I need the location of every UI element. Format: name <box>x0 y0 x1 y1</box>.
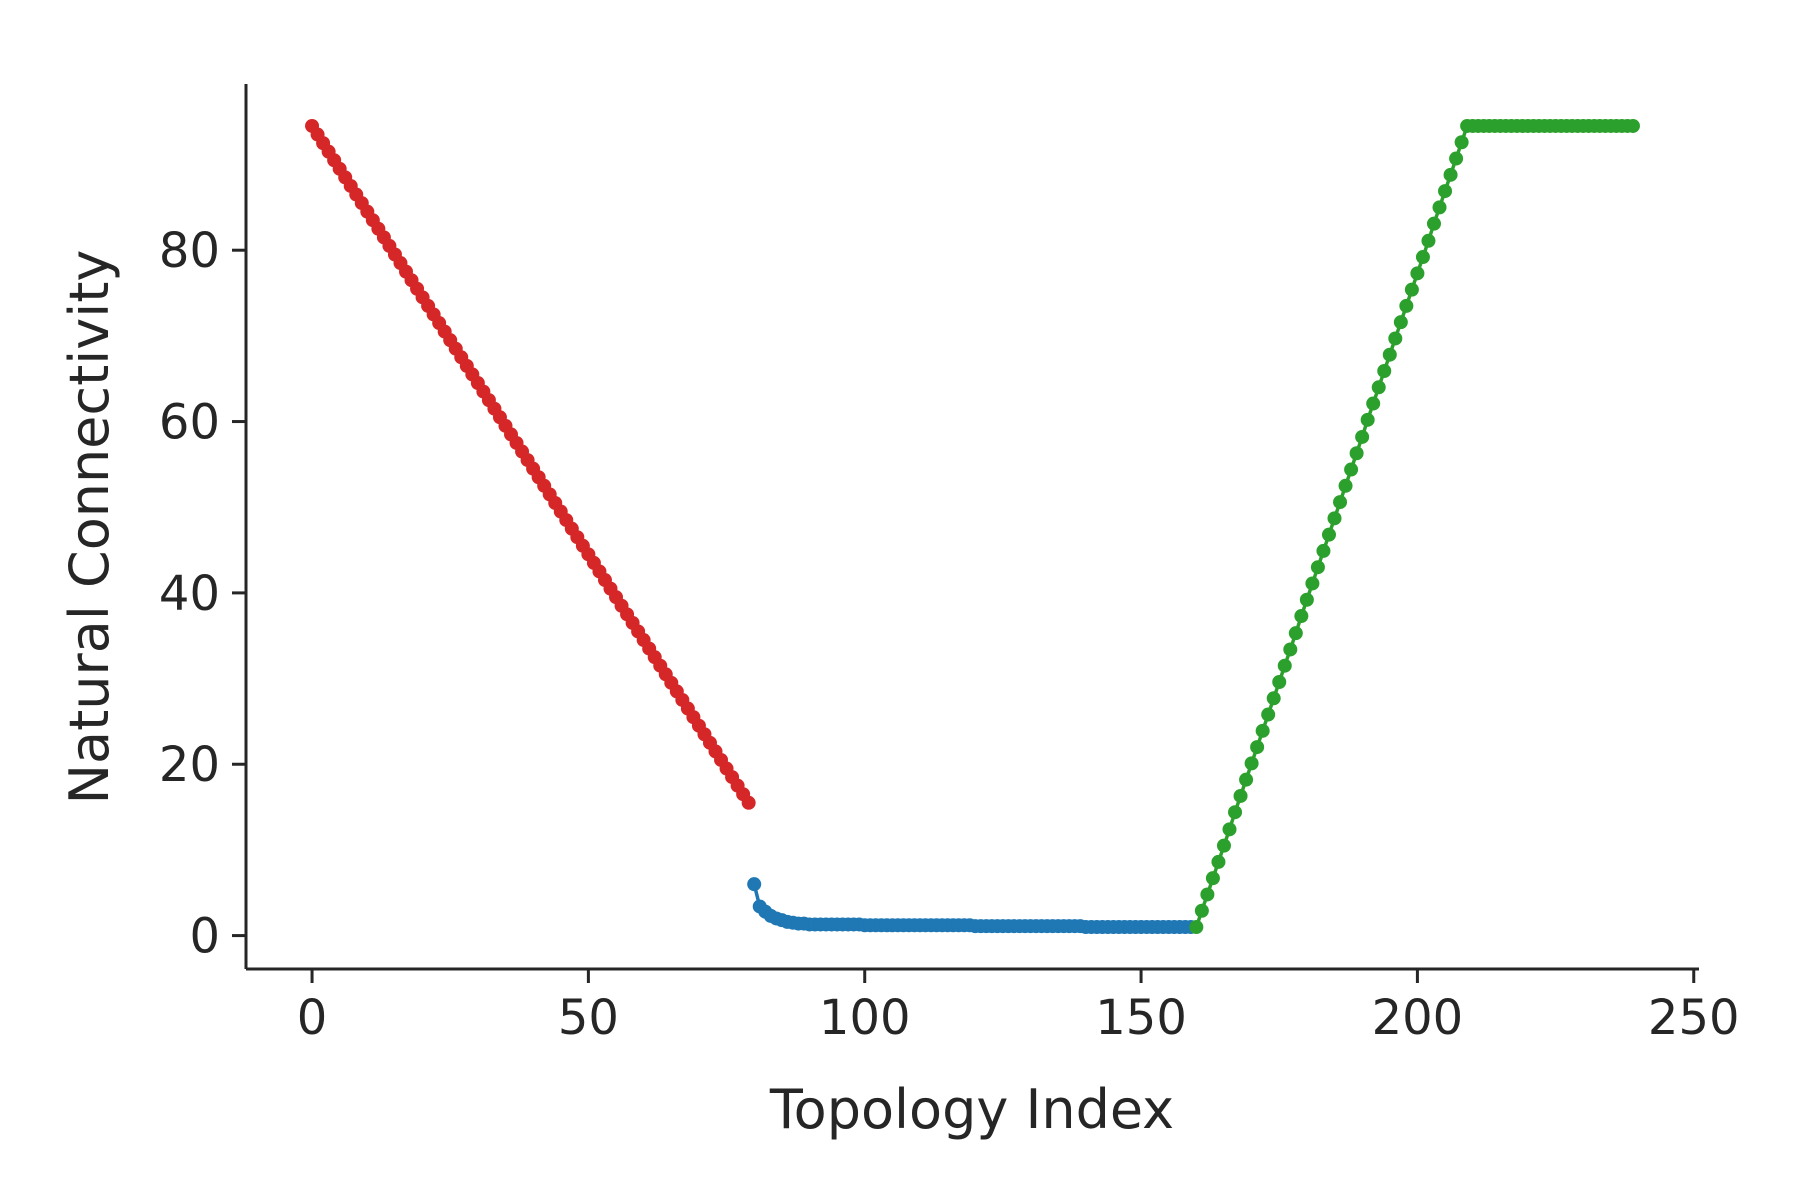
x-tick-label: 100 <box>819 990 911 1046</box>
data-point <box>1305 576 1320 591</box>
data-point <box>1283 642 1298 657</box>
y-tick-label: 20 <box>159 737 220 793</box>
data-point <box>1454 135 1469 150</box>
data-point <box>1288 626 1303 641</box>
data-point <box>1449 151 1464 166</box>
data-point <box>1355 429 1370 444</box>
data-point <box>1194 903 1209 918</box>
data-point <box>1316 543 1331 558</box>
data-point <box>1338 478 1353 493</box>
data-point <box>1222 822 1237 837</box>
data-point <box>1211 854 1226 869</box>
data-point <box>1360 412 1375 427</box>
x-tick-label: 150 <box>1095 990 1187 1046</box>
y-tick-label: 40 <box>159 566 220 622</box>
data-point <box>747 877 762 892</box>
data-point <box>1625 118 1640 133</box>
data-point <box>1233 788 1248 803</box>
data-point <box>1266 691 1281 706</box>
data-point <box>1366 396 1381 411</box>
data-point <box>1421 233 1436 248</box>
data-point <box>1250 740 1265 755</box>
data-point <box>1426 216 1441 231</box>
data-point <box>1205 871 1220 886</box>
data-point <box>1388 331 1403 346</box>
data-point <box>1216 838 1231 853</box>
data-point <box>1321 527 1336 542</box>
data-point <box>1261 707 1276 722</box>
data-point <box>1415 250 1430 265</box>
data-point <box>1404 282 1419 297</box>
data-point <box>1432 200 1447 215</box>
data-point <box>1377 364 1392 379</box>
data-point <box>1277 658 1292 673</box>
data-point <box>1244 756 1259 771</box>
data-point <box>1239 772 1254 787</box>
data-point <box>1200 887 1215 902</box>
x-tick-label: 0 <box>297 990 328 1046</box>
y-tick-label: 60 <box>159 395 220 451</box>
data-point <box>1299 592 1314 607</box>
data-point <box>741 795 756 810</box>
x-axis-label: Topology Index <box>769 1078 1174 1141</box>
x-tick-label: 50 <box>558 990 619 1046</box>
data-point <box>1294 609 1309 624</box>
x-tick-label: 250 <box>1648 990 1740 1046</box>
data-point <box>1382 347 1397 362</box>
data-point <box>1228 805 1243 820</box>
data-point <box>1255 723 1270 738</box>
y-tick-label: 0 <box>189 909 220 965</box>
data-point <box>1333 495 1348 510</box>
y-tick-label: 80 <box>159 223 220 279</box>
data-point <box>1438 184 1453 199</box>
data-point <box>1349 446 1364 461</box>
data-point <box>1399 298 1414 313</box>
data-point <box>1327 511 1342 526</box>
data-point <box>1272 674 1287 689</box>
x-tick-label: 200 <box>1372 990 1464 1046</box>
data-point <box>1189 920 1204 935</box>
y-axis-label: Natural Connectivity <box>58 250 121 805</box>
data-point <box>1443 167 1458 182</box>
data-point <box>1371 380 1386 395</box>
data-point <box>1410 266 1425 281</box>
data-point <box>1310 560 1325 575</box>
data-point <box>1344 462 1359 477</box>
data-point <box>1393 315 1408 330</box>
